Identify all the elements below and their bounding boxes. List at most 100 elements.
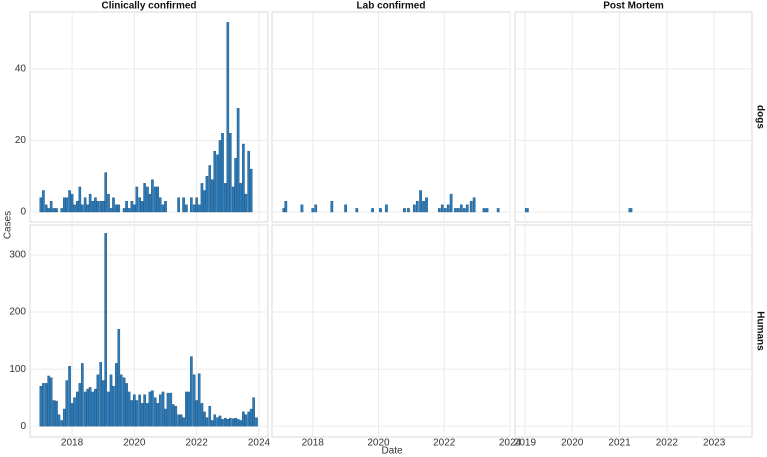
bar — [252, 397, 255, 427]
bar — [57, 414, 61, 427]
bar — [239, 420, 243, 427]
bar — [226, 419, 230, 427]
bar — [234, 417, 237, 427]
bar — [83, 391, 87, 427]
x-tick-label: 2021 — [608, 438, 631, 449]
bar — [164, 408, 167, 427]
bar — [117, 328, 121, 427]
bar — [249, 408, 253, 427]
bar — [229, 417, 232, 427]
bar — [371, 208, 374, 213]
bar — [195, 400, 198, 427]
bar — [135, 400, 139, 427]
bar — [236, 108, 240, 213]
bar — [231, 186, 235, 213]
bar — [524, 208, 529, 213]
bar — [130, 201, 134, 213]
bar — [177, 197, 180, 213]
bar — [200, 183, 204, 213]
bar — [68, 366, 71, 427]
bar — [151, 179, 154, 213]
y-tick-label: 200 — [9, 307, 26, 318]
bar — [44, 204, 48, 213]
bar — [407, 208, 410, 213]
column-strip: Post Mortem — [603, 1, 664, 12]
panel — [271, 11, 511, 223]
bar — [190, 197, 193, 213]
bar — [133, 394, 136, 427]
bar — [44, 383, 48, 427]
bar — [143, 183, 146, 213]
bar — [101, 380, 105, 427]
y-tick-label: 20 — [15, 135, 27, 146]
bar — [68, 190, 71, 213]
bar — [86, 204, 89, 213]
bar — [459, 204, 463, 213]
bar — [55, 208, 58, 213]
bar — [138, 394, 141, 427]
bar — [195, 197, 198, 213]
bar — [125, 383, 128, 427]
bar — [140, 403, 144, 427]
bar — [197, 204, 201, 213]
bar — [76, 391, 79, 427]
y-axis-title: Cases — [3, 211, 14, 239]
bar — [143, 394, 146, 427]
bar — [158, 197, 162, 213]
bar — [107, 391, 110, 427]
y-tick-label: 40 — [15, 64, 27, 75]
x-tick-label: 2022 — [656, 438, 679, 449]
x-tick-label: 2022 — [186, 438, 209, 449]
bar — [156, 186, 160, 213]
bar — [205, 417, 209, 427]
x-tick-label: 2019 — [514, 438, 537, 449]
bar — [425, 197, 428, 213]
bar — [138, 197, 141, 213]
bar — [244, 414, 248, 427]
bar — [158, 394, 162, 427]
bar — [146, 186, 149, 213]
bar — [174, 405, 178, 427]
bar — [197, 373, 201, 427]
bar — [62, 197, 66, 213]
bar — [379, 208, 382, 213]
bar — [412, 204, 416, 213]
bar — [446, 204, 450, 213]
bar — [70, 403, 74, 427]
bar — [81, 363, 84, 427]
column-strip: Lab confirmed — [357, 1, 426, 12]
bar — [205, 176, 209, 213]
bar — [449, 193, 453, 213]
bar — [104, 172, 108, 213]
bar — [164, 201, 167, 213]
x-tick-label: 2020 — [123, 438, 146, 449]
bar — [218, 140, 222, 213]
bar — [330, 201, 334, 213]
bar — [213, 414, 217, 427]
bar — [114, 363, 118, 427]
bar — [234, 158, 237, 213]
column-strip: Clinically confirmed — [101, 1, 196, 12]
bar — [192, 204, 196, 213]
bar — [216, 154, 219, 213]
bar — [133, 204, 136, 213]
bar — [239, 183, 243, 213]
bar — [244, 193, 248, 213]
y-tick-label: 100 — [9, 364, 26, 375]
x-axis-title: Date — [381, 446, 403, 457]
bar — [216, 417, 219, 427]
bar — [300, 204, 304, 213]
bar — [218, 415, 222, 427]
bar — [213, 150, 217, 213]
bar — [314, 204, 318, 213]
bar — [107, 193, 110, 213]
bar — [344, 204, 347, 213]
bar — [127, 208, 131, 213]
bar — [187, 391, 191, 427]
bar — [55, 400, 58, 427]
bar — [224, 417, 227, 427]
bar — [210, 179, 214, 213]
x-tick-label: 2018 — [302, 438, 325, 449]
bar — [177, 414, 180, 427]
